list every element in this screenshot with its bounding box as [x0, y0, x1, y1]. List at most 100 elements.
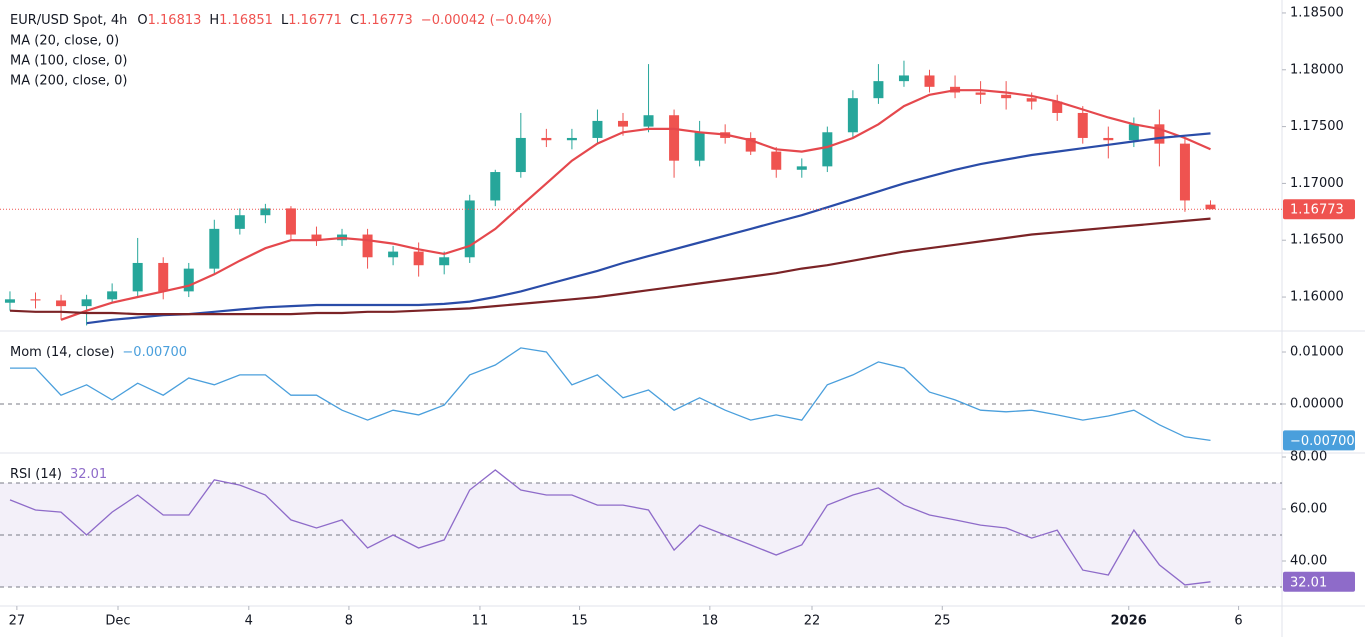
candle-body	[132, 262, 143, 292]
x-tick-label: 6	[1234, 614, 1242, 629]
y-tick-label: 1.18000	[1290, 62, 1344, 77]
candle-body	[4, 299, 15, 303]
candle-body	[847, 98, 858, 133]
candle-body	[464, 200, 475, 258]
y-tick-label: 1.17500	[1290, 119, 1344, 134]
candle-body	[362, 234, 373, 258]
ohlc-key: L	[281, 13, 289, 28]
candle-body	[541, 137, 552, 141]
moving-average	[60, 89, 1211, 321]
candle-body	[617, 120, 628, 127]
candle-body	[1128, 124, 1139, 141]
header: EUR/USD Spot, 4h O1.16813 H1.16851 L1.16771…	[10, 13, 552, 28]
y-tick-label: 1.18500	[1290, 5, 1344, 20]
indicator-title: RSI (14)	[10, 467, 62, 482]
legend-entry: MA (100, close, 0)	[10, 54, 127, 69]
candle-body	[975, 92, 986, 95]
indicator-badge-bg	[1283, 430, 1355, 451]
y-tick-label: 40.00	[1290, 554, 1327, 569]
candle-body	[1026, 98, 1037, 102]
indicator-badge: 32.01	[1290, 575, 1327, 590]
indicator-header: RSI (14) 32.01	[10, 467, 107, 482]
x-tick-label: 11	[472, 614, 489, 629]
candle-body	[796, 166, 807, 170]
candle-body	[158, 262, 169, 292]
indicator-line	[10, 347, 1211, 442]
indicator-value: −0.00700	[122, 345, 187, 360]
x-tick-label: 15	[571, 614, 588, 629]
indicator-badge: −0.00700	[1290, 434, 1355, 449]
candle-body	[490, 172, 501, 201]
candle-body	[311, 234, 322, 241]
candle-body	[234, 215, 245, 229]
candle-body	[745, 137, 756, 152]
candle-body	[413, 251, 424, 266]
y-tick-label: 80.00	[1290, 449, 1327, 464]
candle-body	[81, 299, 92, 307]
candle-body	[822, 132, 833, 167]
candle-body	[1179, 143, 1190, 201]
y-tick-label: 1.16000	[1290, 290, 1344, 305]
candle-body	[1001, 94, 1012, 99]
candle-body	[669, 115, 680, 161]
candle-body	[566, 137, 577, 141]
legend-entry: MA (200, close, 0)	[10, 74, 127, 89]
last-price-bg	[1283, 199, 1355, 220]
candle-body	[388, 251, 399, 258]
x-tick-label: 2026	[1111, 614, 1147, 629]
candle-body	[285, 208, 296, 235]
candle-body	[515, 137, 526, 173]
x-tick-label: 22	[804, 614, 821, 629]
candle-body	[898, 75, 909, 82]
change: −0.00042 (−0.04%)	[421, 13, 552, 28]
indicator-title: Mom (14, close)	[10, 345, 114, 360]
candle-body	[771, 151, 782, 170]
x-tick-label: 25	[934, 614, 951, 629]
ohlc-value: 1.16813	[148, 13, 202, 28]
x-tick-label: Dec	[105, 614, 130, 629]
indicator-header: Mom (14, close) −0.00700	[10, 345, 187, 360]
last-price: 1.16773	[1290, 203, 1344, 218]
y-tick-label: 0.01000	[1290, 345, 1344, 360]
candle-body	[592, 120, 603, 138]
legend-entry: MA (20, close, 0)	[10, 34, 119, 49]
ohlc-value: 1.16773	[359, 13, 413, 28]
x-tick-label: 8	[345, 614, 353, 629]
moving-average	[9, 217, 1211, 316]
symbol: EUR/USD Spot, 4h	[10, 13, 127, 28]
x-tick-label: 27	[9, 614, 26, 629]
ohlc-value: 1.16851	[219, 13, 273, 28]
indicator-badge-bg	[1283, 571, 1355, 592]
moving-average	[86, 132, 1211, 325]
y-tick-label: 1.17000	[1290, 176, 1344, 191]
candle-body	[1103, 137, 1114, 141]
candle-body	[924, 75, 935, 87]
x-tick-label: 18	[702, 614, 719, 629]
candle-body	[694, 132, 705, 161]
candle-body	[260, 208, 271, 216]
candle-body	[643, 115, 654, 127]
candle-body	[1154, 124, 1165, 144]
y-tick-label: 60.00	[1290, 501, 1327, 516]
ohlc-key: C	[350, 13, 359, 28]
candle-body	[30, 299, 41, 301]
candle-body	[439, 257, 450, 266]
plot-layer: 1.18500 1.18000 1.17500 1.17000 1.16500 1.160…	[0, 5, 1355, 629]
indicator-value: 32.01	[70, 467, 107, 482]
ohlc-key: O	[137, 13, 147, 28]
x-tick-label: 4	[245, 614, 253, 629]
candle-body	[183, 268, 194, 292]
candle-body	[873, 81, 884, 99]
candle-body	[1052, 101, 1063, 113]
indicator-line	[9, 469, 1211, 586]
candle-body	[1077, 112, 1088, 138]
y-tick-label: 1.16500	[1290, 233, 1344, 248]
candle-body	[56, 300, 67, 307]
y-tick-label: 0.00000	[1290, 397, 1344, 412]
candle-body	[107, 291, 118, 300]
candle-body	[1205, 204, 1216, 210]
ohlc-key: H	[209, 13, 219, 28]
candle-body	[209, 228, 220, 269]
